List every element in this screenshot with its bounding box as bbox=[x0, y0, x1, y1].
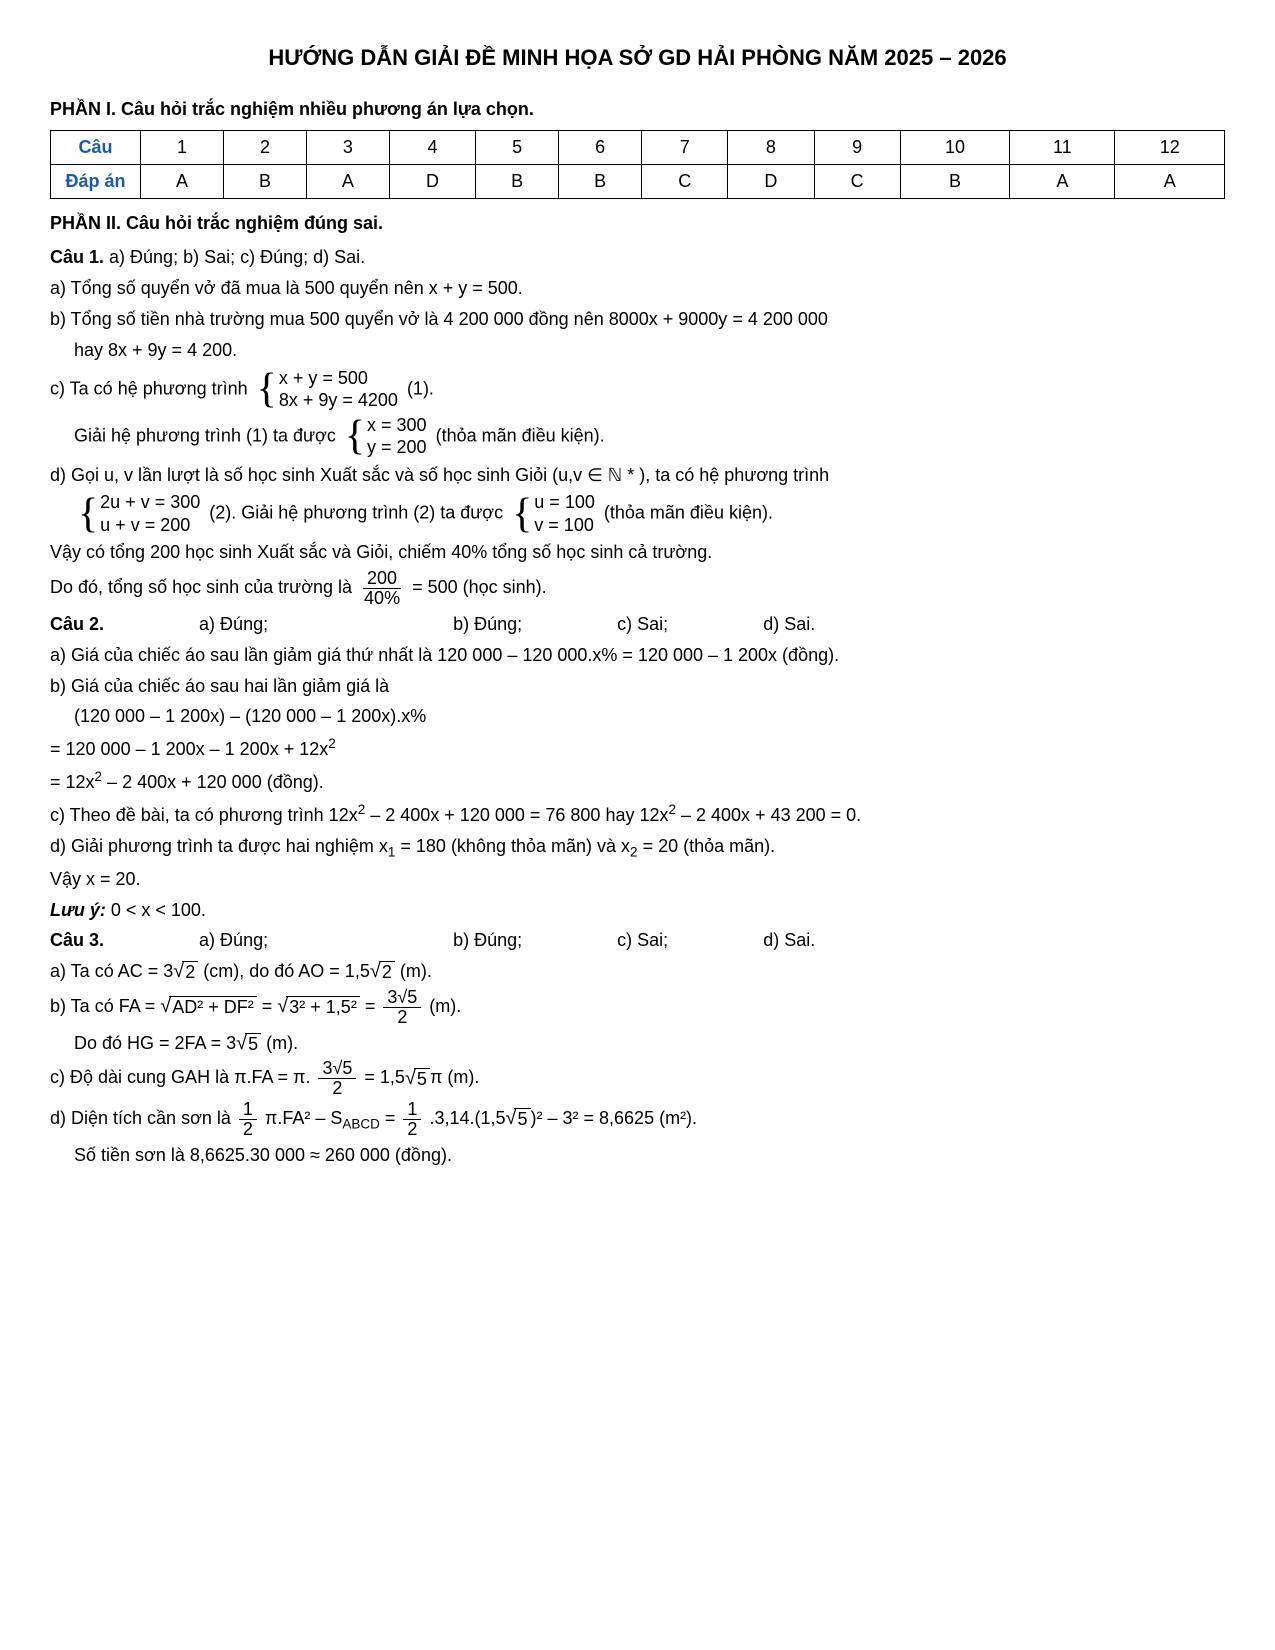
q3-c: c) Độ dài cung GAH là π.FA = π. 3√52 = 1… bbox=[50, 1059, 1225, 1098]
q3-b2: Do đó HG = 2FA = 3√5 (m). bbox=[50, 1029, 1225, 1058]
q2-b: b) Giá của chiếc áo sau hai lần giảm giá… bbox=[50, 672, 1225, 701]
q1-c2: Giải hệ phương trình (1) ta được { x = 3… bbox=[50, 414, 1225, 459]
q2-b4: = 12x2 – 2 400x + 120 000 (đồng). bbox=[50, 766, 1225, 797]
q1-d2: Vậy có tổng 200 học sinh Xuất sắc và Giỏ… bbox=[50, 538, 1225, 567]
q3-d2: Số tiền sơn là 8,6625.30 000 ≈ 260 000 (… bbox=[50, 1141, 1225, 1170]
q1-b: b) Tổng số tiền nhà trường mua 500 quyển… bbox=[50, 305, 1225, 334]
part1-heading: PHẦN I. Câu hỏi trắc nghiệm nhiều phương… bbox=[50, 95, 1225, 124]
q1-a: a) Tổng số quyển vở đã mua là 500 quyển … bbox=[50, 274, 1225, 303]
q1-d: d) Gọi u, v lần lượt là số học sinh Xuất… bbox=[50, 461, 1225, 490]
q2-c: c) Theo đề bài, ta có phương trình 12x2 … bbox=[50, 799, 1225, 830]
q2-d2: Vậy x = 20. bbox=[50, 865, 1225, 894]
q3-summary: Câu 3. a) Đúng; b) Đúng; c) Sai; d) Sai. bbox=[50, 926, 1225, 955]
q1-d-eq: { 2u + v = 300 u + v = 200 (2). Giải hệ … bbox=[50, 491, 1225, 536]
rowhead-q: Câu bbox=[51, 130, 141, 164]
q3-b: b) Ta có FA = √AD² + DF² = √3² + 1,5² = … bbox=[50, 988, 1225, 1027]
q2-summary: Câu 2. a) Đúng; b) Đúng; c) Sai; d) Sai. bbox=[50, 610, 1225, 639]
q2-b2: (120 000 – 1 200x) – (120 000 – 1 200x).… bbox=[50, 702, 1225, 731]
q1-c: c) Ta có hệ phương trình { x + y = 500 8… bbox=[50, 367, 1225, 412]
q3-a: a) Ta có AC = 3√2 (cm), do đó AO = 1,5√2… bbox=[50, 957, 1225, 986]
q2-b3: = 120 000 – 1 200x – 1 200x + 12x2 bbox=[50, 733, 1225, 764]
q1-summary: Câu 1. a) Đúng; b) Sai; c) Đúng; d) Sai. bbox=[50, 243, 1225, 272]
q1-d3: Do đó, tổng số học sinh của trường là 20… bbox=[50, 569, 1225, 608]
q2-a: a) Giá của chiếc áo sau lần giảm giá thứ… bbox=[50, 641, 1225, 670]
q2-d: d) Giải phương trình ta được hai nghiệm … bbox=[50, 832, 1225, 863]
q1-b2: hay 8x + 9y = 4 200. bbox=[50, 336, 1225, 365]
table-row: Đáp án A B A D B B C D C B A A bbox=[51, 164, 1225, 198]
answer-table: Câu 1 2 3 4 5 6 7 8 9 10 11 12 Đáp án A … bbox=[50, 130, 1225, 199]
table-row: Câu 1 2 3 4 5 6 7 8 9 10 11 12 bbox=[51, 130, 1225, 164]
q2-note: Lưu ý: 0 < x < 100. bbox=[50, 896, 1225, 925]
part2-heading: PHẦN II. Câu hỏi trắc nghiệm đúng sai. bbox=[50, 209, 1225, 238]
rowhead-a: Đáp án bbox=[51, 164, 141, 198]
page-title: HƯỚNG DẪN GIẢI ĐỀ MINH HỌA SỞ GD HẢI PHÒ… bbox=[50, 40, 1225, 75]
q3-d: d) Diện tích cần sơn là 12 π.FA² – SABCD… bbox=[50, 1100, 1225, 1139]
